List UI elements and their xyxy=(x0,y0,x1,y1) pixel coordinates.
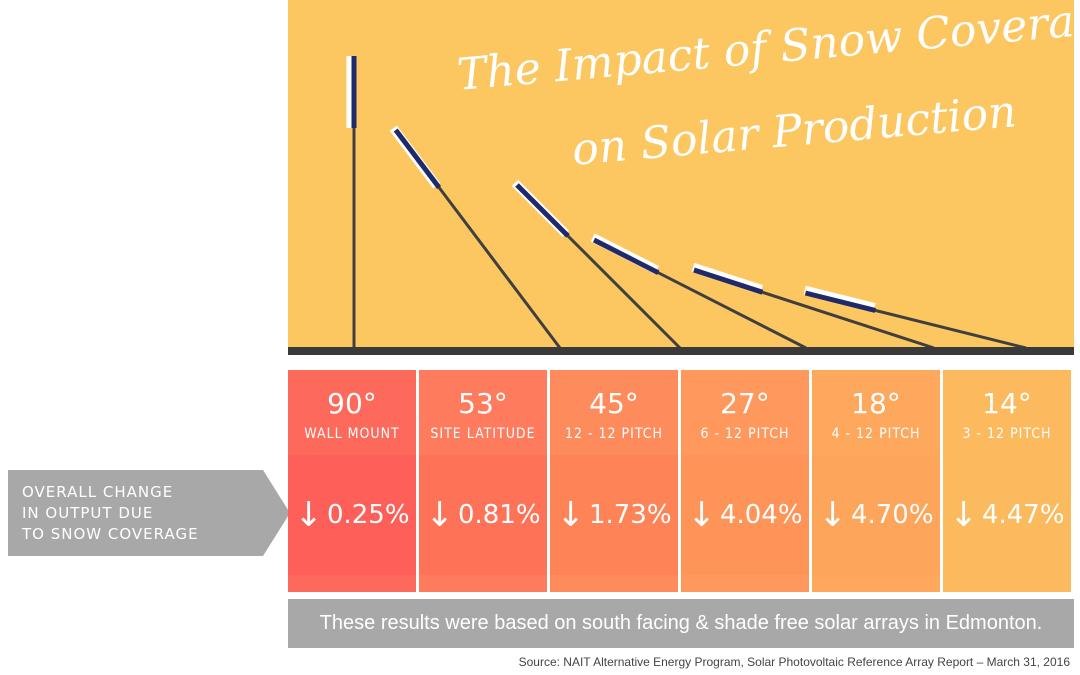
row-label-arrow xyxy=(8,470,290,556)
column-body: ↓ 0.81% xyxy=(419,455,547,575)
column-foot xyxy=(550,575,678,592)
down-arrow-icon: ↓ xyxy=(556,495,585,535)
angle-label: WALL MOUNT xyxy=(304,426,400,442)
row-label: OVERALL CHANGE IN OUTPUT DUE TO SNOW COV… xyxy=(22,482,199,545)
panel-frame xyxy=(803,285,876,312)
ground-line xyxy=(288,347,1074,355)
column-foot xyxy=(288,575,416,592)
row-label-line: TO SNOW COVERAGE xyxy=(22,525,199,543)
column-wall-mount: 90° WALL MOUNT ↓ 0.25% xyxy=(288,370,416,592)
row-label-line: IN OUTPUT DUE xyxy=(22,504,154,522)
solar-panel xyxy=(693,267,764,295)
angle-label: 4 - 12 PITCH xyxy=(831,426,921,442)
column-4-12-pitch: 18° 4 - 12 PITCH ↓ 4.70% xyxy=(812,370,940,592)
column-head: 18° 4 - 12 PITCH xyxy=(812,370,940,455)
column-foot xyxy=(681,575,809,592)
column-body: ↓ 1.73% xyxy=(550,455,678,575)
angle-label: SITE LATITUDE xyxy=(430,426,536,442)
change-value: 4.04% xyxy=(719,500,803,530)
solar-panel xyxy=(592,237,660,275)
column-body: ↓ 4.70% xyxy=(812,455,940,575)
column-head: 90° WALL MOUNT xyxy=(288,370,416,455)
column-body: ↓ 4.47% xyxy=(943,455,1071,575)
note-text: These results were based on south facing… xyxy=(319,612,1043,634)
down-arrow-icon: ↓ xyxy=(425,495,454,535)
column-head: 53° SITE LATITUDE xyxy=(419,370,547,455)
row-label-line: OVERALL CHANGE xyxy=(22,483,174,501)
angle-value: 18° xyxy=(851,387,901,420)
column-foot xyxy=(943,575,1071,592)
illustration-background xyxy=(288,0,1074,355)
angle-value: 53° xyxy=(458,387,508,420)
solar-panel xyxy=(515,183,570,238)
angle-value: 90° xyxy=(327,387,377,420)
angle-label: 3 - 12 PITCH xyxy=(962,426,1052,442)
column-6-12-pitch: 27° 6 - 12 PITCH ↓ 4.04% xyxy=(681,370,809,592)
change-value: 4.47% xyxy=(981,500,1065,530)
angle-label: 12 - 12 PITCH xyxy=(564,426,664,442)
column-body: ↓ 0.25% xyxy=(288,455,416,575)
angle-value: 27° xyxy=(720,387,770,420)
change-value: 1.73% xyxy=(588,500,672,530)
tilt-illustration xyxy=(346,56,1027,350)
column-foot xyxy=(419,575,547,592)
change-value: 4.70% xyxy=(850,500,934,530)
note-bar: These results were based on south facing… xyxy=(288,599,1074,648)
angle-label: 6 - 12 PITCH xyxy=(700,426,790,442)
column-body: ↓ 4.04% xyxy=(681,455,809,575)
column-head: 27° 6 - 12 PITCH xyxy=(681,370,809,455)
change-value: 0.81% xyxy=(457,500,541,530)
down-arrow-icon: ↓ xyxy=(949,495,978,535)
column-site-latitude: 53° SITE LATITUDE ↓ 0.81% xyxy=(419,370,547,592)
angle-value: 45° xyxy=(589,387,639,420)
column-12-12-pitch: 45° 12 - 12 PITCH ↓ 1.73% xyxy=(550,370,678,592)
change-value: 0.25% xyxy=(326,500,410,530)
source-citation: Source: NAIT Alternative Energy Program,… xyxy=(518,655,1070,669)
angle-value: 14° xyxy=(982,387,1032,420)
column-foot xyxy=(812,575,940,592)
column-head: 14° 3 - 12 PITCH xyxy=(943,370,1071,455)
column-3-12-pitch: 14° 3 - 12 PITCH ↓ 4.47% xyxy=(943,370,1071,592)
solar-panel xyxy=(804,290,876,313)
down-arrow-icon: ↓ xyxy=(818,495,847,535)
down-arrow-icon: ↓ xyxy=(687,495,716,535)
solar-panel xyxy=(393,128,442,190)
down-arrow-icon: ↓ xyxy=(294,495,323,535)
column-head: 45° 12 - 12 PITCH xyxy=(550,370,678,455)
